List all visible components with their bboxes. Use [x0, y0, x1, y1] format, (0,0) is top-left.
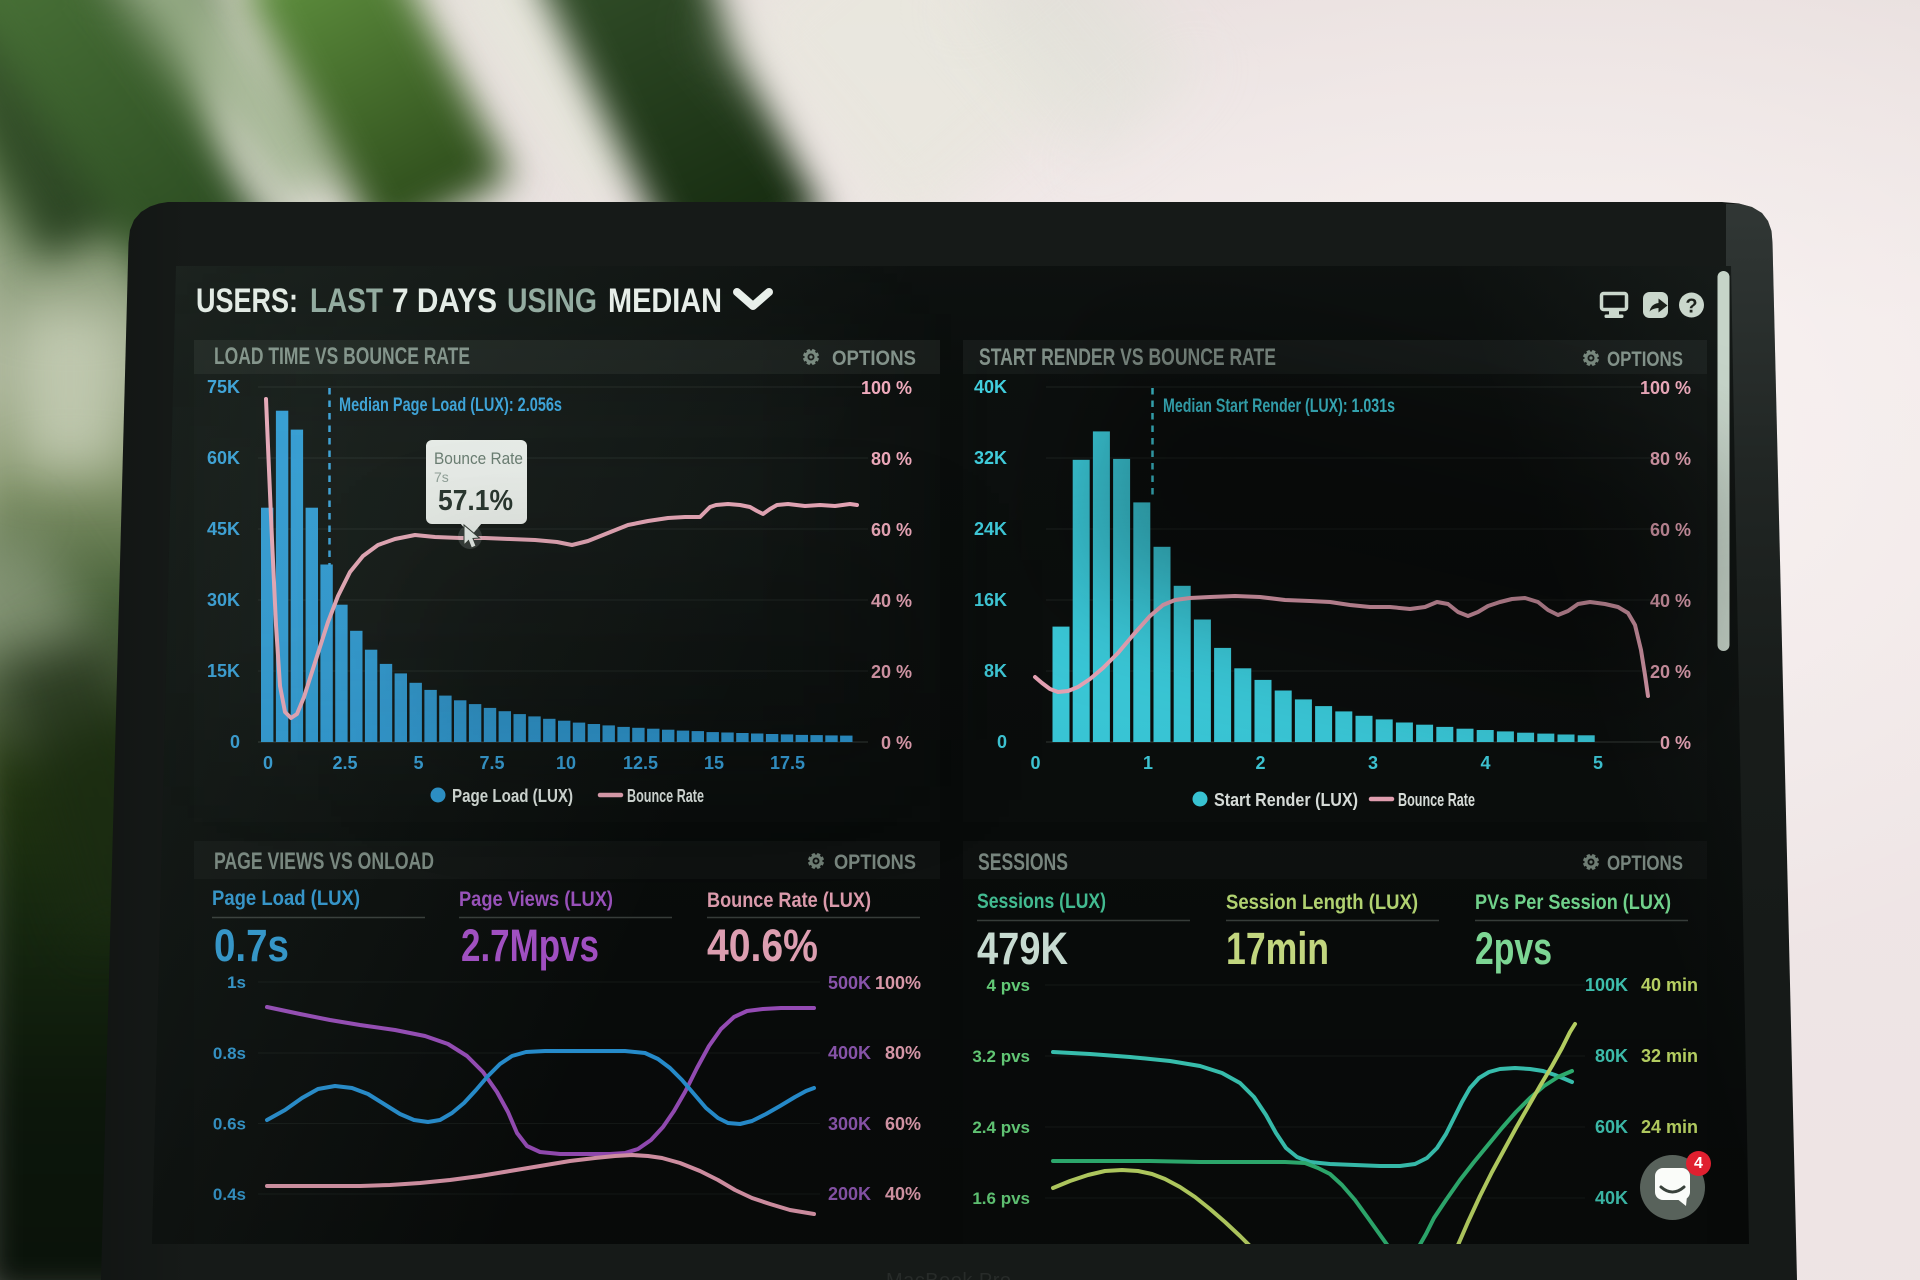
svg-text:479K: 479K	[977, 923, 1068, 974]
svg-text:100 %: 100 %	[1640, 378, 1691, 398]
svg-text:60K: 60K	[1595, 1117, 1628, 1137]
svg-text:12.5: 12.5	[623, 753, 658, 773]
svg-text:15: 15	[704, 753, 724, 773]
svg-text:32 min: 32 min	[1641, 1046, 1698, 1066]
svg-text:Sessions (LUX): Sessions (LUX)	[977, 890, 1106, 913]
svg-text:57.1%: 57.1%	[438, 485, 513, 517]
svg-text:2.5: 2.5	[332, 753, 357, 773]
svg-text:1s: 1s	[227, 973, 246, 992]
svg-text:LAST: LAST	[310, 282, 383, 320]
svg-text:24K: 24K	[974, 519, 1007, 539]
svg-text:20 %: 20 %	[1650, 662, 1691, 682]
svg-text:80%: 80%	[885, 1043, 921, 1063]
svg-text:16K: 16K	[974, 590, 1007, 610]
svg-text:0 %: 0 %	[1660, 733, 1691, 753]
svg-text:300K: 300K	[828, 1114, 871, 1134]
svg-text:40 %: 40 %	[871, 591, 912, 611]
svg-text:PAGE VIEWS VS ONLOAD: PAGE VIEWS VS ONLOAD	[214, 848, 434, 875]
svg-text:10: 10	[556, 753, 576, 773]
svg-text:Bounce Rate: Bounce Rate	[434, 449, 523, 468]
svg-text:0: 0	[230, 732, 240, 752]
svg-text:7s: 7s	[434, 469, 449, 485]
svg-text:80K: 80K	[1595, 1046, 1628, 1066]
svg-text:60K: 60K	[207, 448, 240, 468]
svg-text:0.7s: 0.7s	[214, 920, 289, 971]
svg-text:2pvs: 2pvs	[1475, 923, 1552, 974]
svg-text:40K: 40K	[1595, 1188, 1628, 1208]
svg-text:80 %: 80 %	[871, 449, 912, 469]
svg-text:0: 0	[997, 732, 1007, 752]
svg-text:100K: 100K	[1585, 975, 1628, 995]
svg-text:0: 0	[263, 753, 273, 773]
svg-text:START RENDER VS BOUNCE RATE: START RENDER VS BOUNCE RATE	[979, 344, 1276, 371]
svg-text:Bounce Rate: Bounce Rate	[627, 786, 704, 806]
svg-text:30K: 30K	[207, 590, 240, 610]
svg-text:15K: 15K	[207, 661, 240, 681]
svg-text:OPTIONS: OPTIONS	[1607, 348, 1683, 371]
svg-text:LOAD TIME VS BOUNCE RATE: LOAD TIME VS BOUNCE RATE	[214, 343, 470, 370]
svg-text:75K: 75K	[207, 377, 240, 397]
svg-text:0 %: 0 %	[881, 733, 912, 753]
svg-text:8K: 8K	[984, 661, 1007, 681]
svg-text:Bounce Rate (LUX): Bounce Rate (LUX)	[707, 889, 871, 912]
svg-text:Median Start Render (LUX): 1.0: Median Start Render (LUX): 1.031s	[1163, 396, 1395, 417]
svg-text:OPTIONS: OPTIONS	[832, 347, 916, 370]
svg-text:3.2 pvs: 3.2 pvs	[972, 1047, 1030, 1066]
svg-text:500K: 500K	[828, 973, 871, 993]
svg-text:OPTIONS: OPTIONS	[834, 851, 916, 874]
svg-text:17.5: 17.5	[770, 753, 805, 773]
svg-text:4: 4	[1480, 753, 1490, 773]
svg-text:Start Render (LUX): Start Render (LUX)	[1214, 790, 1358, 810]
svg-text:40 min: 40 min	[1641, 975, 1698, 995]
svg-text:40 %: 40 %	[1650, 591, 1691, 611]
svg-text:0.4s: 0.4s	[213, 1185, 246, 1204]
svg-text:20 %: 20 %	[871, 662, 912, 682]
svg-text:24 min: 24 min	[1641, 1117, 1698, 1137]
svg-text:3: 3	[1368, 753, 1378, 773]
svg-text:32K: 32K	[974, 448, 1007, 468]
svg-text:OPTIONS: OPTIONS	[1607, 852, 1683, 875]
svg-text:40.6%: 40.6%	[707, 920, 818, 971]
svg-text:2: 2	[1255, 753, 1265, 773]
svg-text:5: 5	[413, 753, 423, 773]
svg-text:7.5: 7.5	[479, 753, 504, 773]
svg-text:0.6s: 0.6s	[213, 1115, 246, 1134]
svg-text:2.7Mpvs: 2.7Mpvs	[461, 920, 599, 971]
svg-text:400K: 400K	[828, 1043, 871, 1063]
svg-text:Session Length (LUX): Session Length (LUX)	[1226, 891, 1418, 914]
svg-text:5: 5	[1593, 753, 1603, 773]
svg-text:MEDIAN: MEDIAN	[608, 282, 722, 320]
svg-text:7 DAYS: 7 DAYS	[392, 282, 497, 320]
svg-text:PVs Per Session (LUX): PVs Per Session (LUX)	[1475, 891, 1671, 914]
svg-text:60%: 60%	[885, 1114, 921, 1134]
svg-text:4 pvs: 4 pvs	[987, 976, 1030, 995]
svg-text:40%: 40%	[885, 1184, 921, 1204]
svg-text:Median Page Load (LUX): 2.056s: Median Page Load (LUX): 2.056s	[339, 395, 562, 416]
svg-text:17min: 17min	[1226, 923, 1329, 974]
svg-text:?: ?	[1685, 296, 1697, 318]
svg-text:USING: USING	[507, 282, 597, 320]
svg-text:0.8s: 0.8s	[213, 1044, 246, 1063]
svg-text:200K: 200K	[828, 1184, 871, 1204]
svg-text:60 %: 60 %	[1650, 520, 1691, 540]
svg-text:0: 0	[1030, 753, 1040, 773]
svg-text:Bounce Rate: Bounce Rate	[1398, 790, 1475, 810]
svg-text:40K: 40K	[974, 377, 1007, 397]
svg-text:Page Load (LUX): Page Load (LUX)	[212, 887, 360, 910]
svg-text:SESSIONS: SESSIONS	[978, 849, 1068, 876]
svg-text:60 %: 60 %	[871, 520, 912, 540]
svg-text:USERS:: USERS:	[196, 282, 298, 320]
svg-text:100 %: 100 %	[861, 378, 912, 398]
svg-text:2.4 pvs: 2.4 pvs	[972, 1118, 1030, 1137]
svg-text:80 %: 80 %	[1650, 449, 1691, 469]
svg-text:1: 1	[1143, 753, 1153, 773]
svg-text:Page Load (LUX): Page Load (LUX)	[452, 786, 573, 806]
svg-text:45K: 45K	[207, 519, 240, 539]
svg-text:Page Views (LUX): Page Views (LUX)	[459, 888, 613, 911]
svg-text:100%: 100%	[875, 973, 921, 993]
svg-text:1.6 pvs: 1.6 pvs	[972, 1189, 1030, 1208]
